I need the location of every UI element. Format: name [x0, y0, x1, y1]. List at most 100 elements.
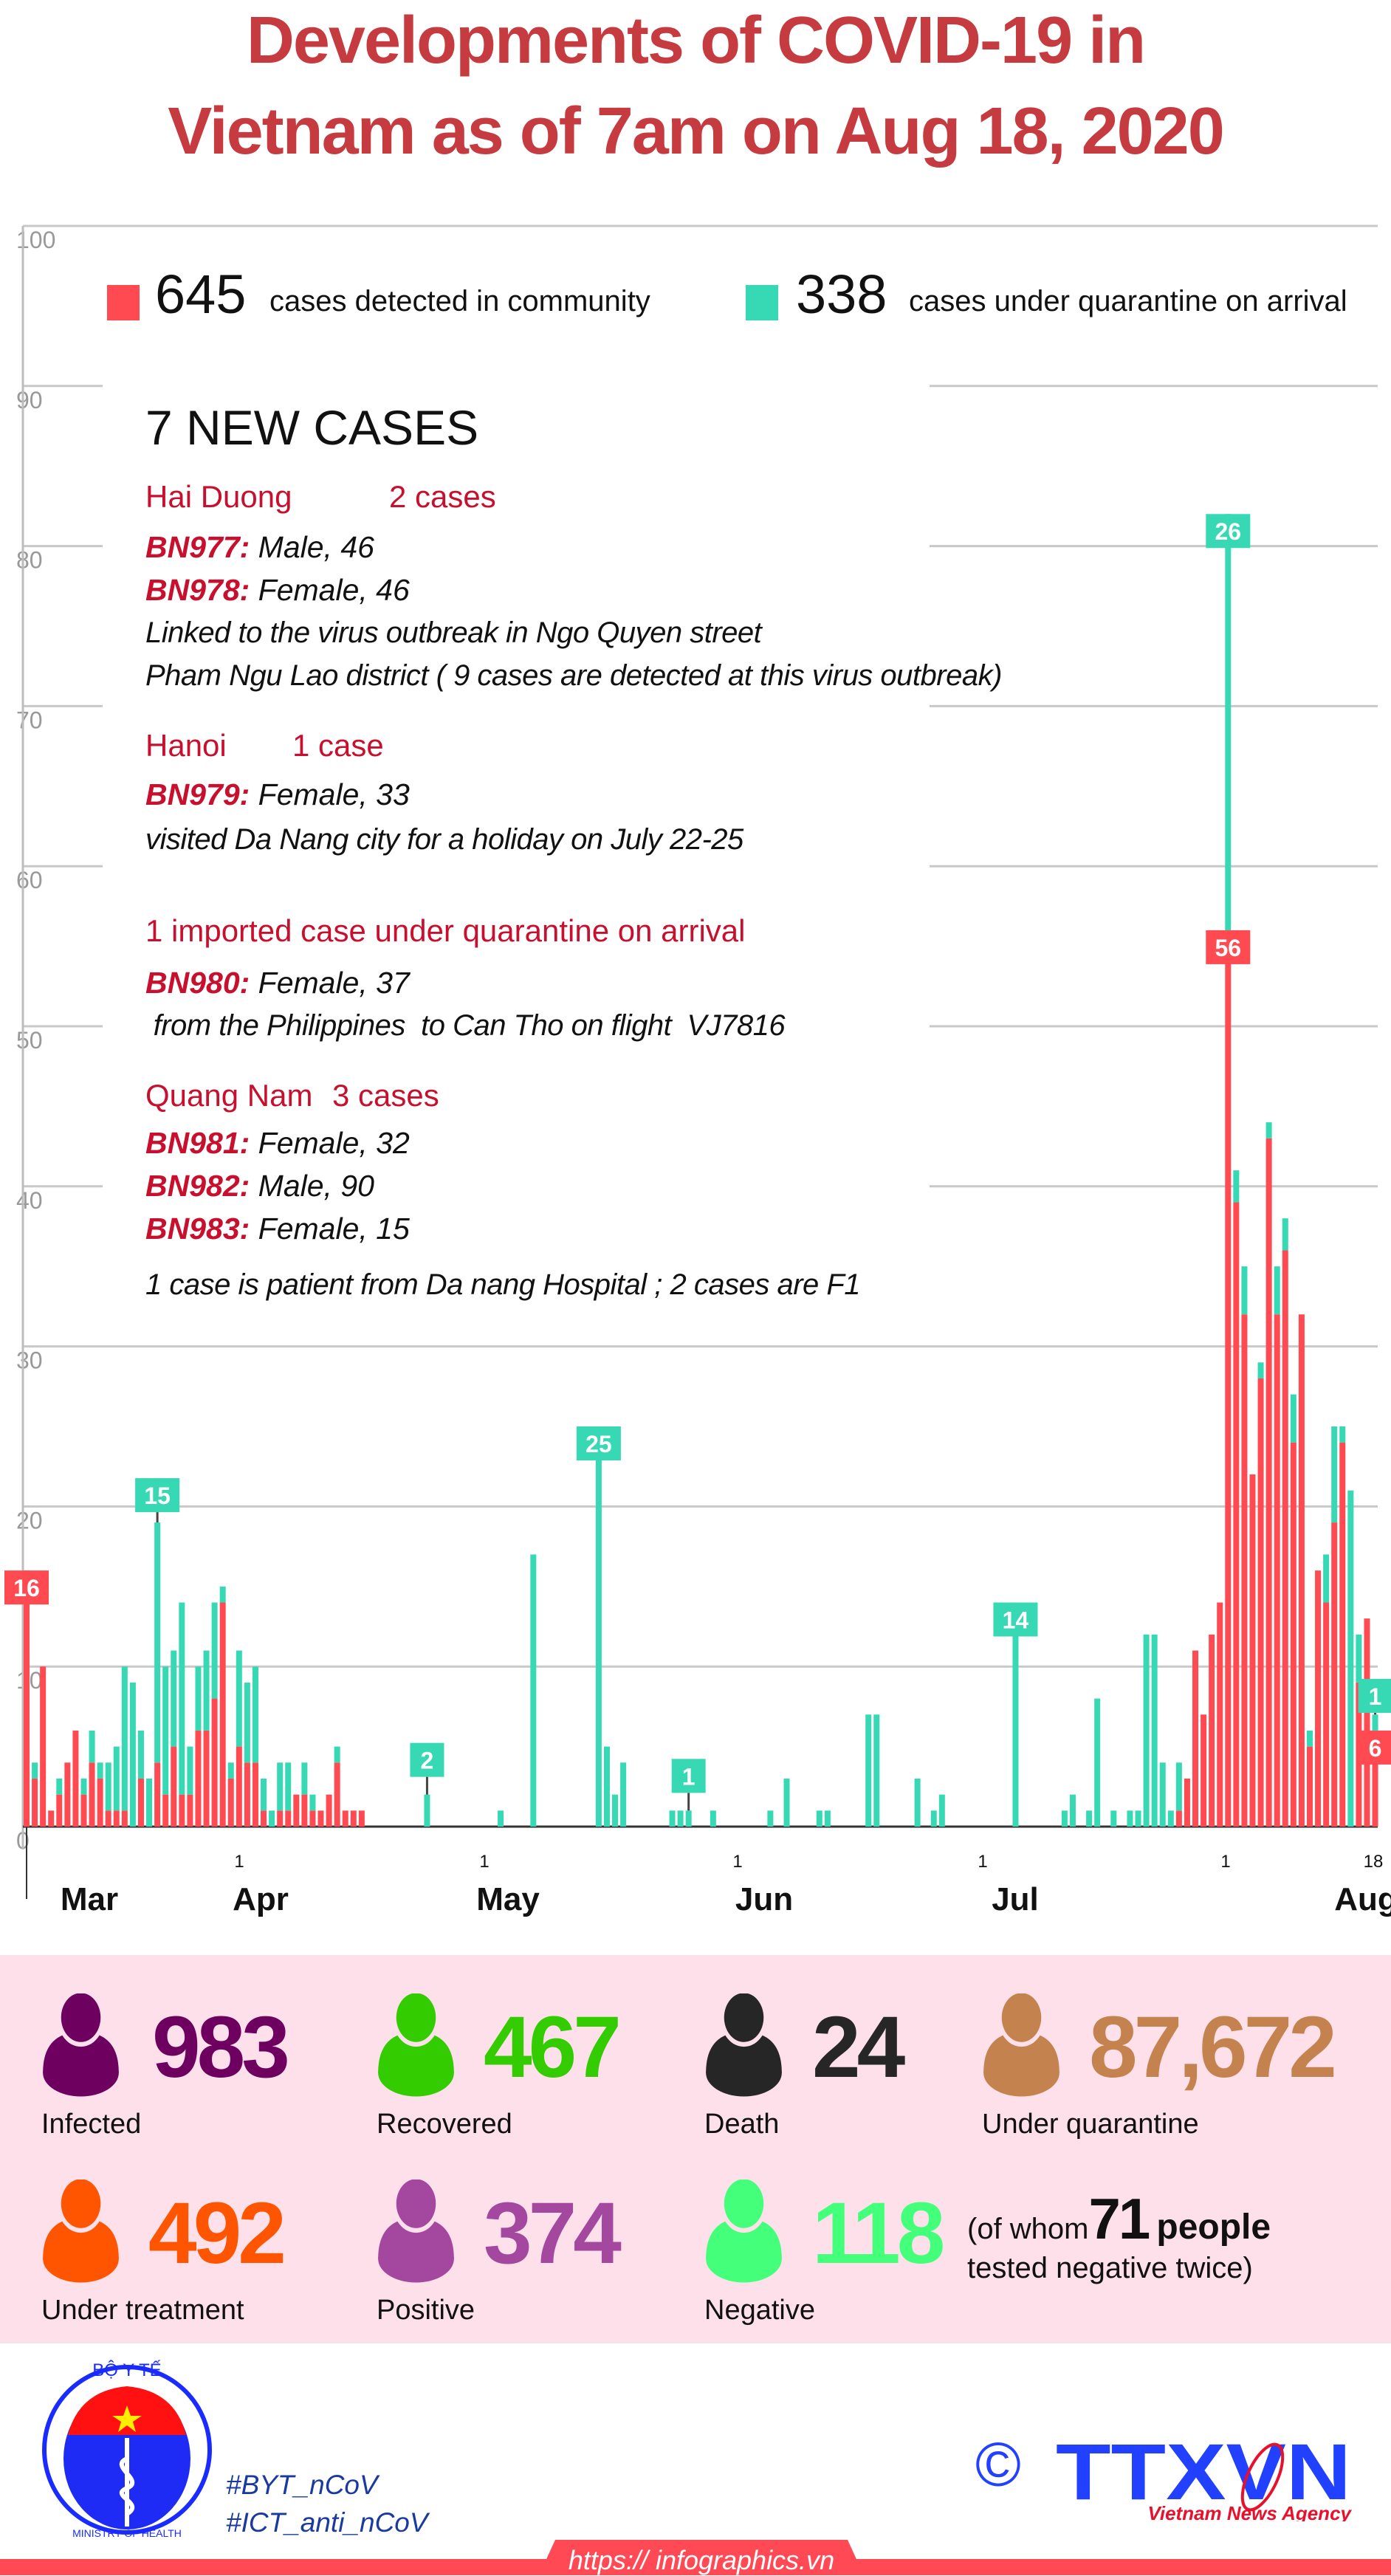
data-label-community-2020-08-18: 6 [1358, 1730, 1391, 1765]
svg-text:16: 16 [13, 1575, 40, 1601]
x-tick-jul-1: 1 [978, 1852, 988, 1872]
bar-community-2020-03-22 [154, 1762, 161, 1827]
stats-panel [0, 1955, 1391, 2343]
bar-quarantine-2020-07-21 [1143, 1634, 1150, 1827]
stat-recovered-label: Recovered [377, 2109, 512, 2140]
bar-quarantine-2020-07-11 [1061, 1810, 1068, 1827]
region-hanoi: Hanoi [145, 728, 227, 763]
data-label-quarantine-2020-07-31: 26 [1206, 514, 1251, 549]
bar-community-2020-07-25 [1175, 1810, 1182, 1827]
bar-community-2020-04-13 [334, 1762, 340, 1827]
bar-community-2020-03-29 [211, 1698, 218, 1827]
bar-quarantine-2020-03-13 [80, 1778, 87, 1795]
month-label-may: May [476, 1881, 540, 1917]
bar-community-2020-04-16 [358, 1810, 365, 1827]
bar-quarantine-2020-05-07 [530, 1554, 537, 1827]
ministry-of-health-logo: BỘ Y TẾ MINISTRY OF HEALTH [42, 2360, 212, 2539]
bar-quarantine-2020-05-15 [595, 1426, 602, 1827]
bar-community-2020-04-03 [252, 1762, 258, 1827]
bar-community-2020-03-31 [227, 1778, 234, 1827]
data-label-quarantine-2020-03-22: 15 [135, 1478, 180, 1523]
bar-community-2020-07-27 [1192, 1650, 1199, 1827]
bar-community-2020-03-24 [171, 1746, 177, 1827]
stat-infected-value: 983 [152, 1999, 290, 2096]
bar-quarantine-2020-08-01 [1233, 1170, 1240, 1203]
bar-quarantine-2020-05-17 [612, 1794, 619, 1827]
bar-community-2020-03-15 [97, 1778, 103, 1827]
svg-text:15: 15 [144, 1483, 171, 1509]
bar-community-2020-03-30 [219, 1602, 226, 1827]
svg-text:2: 2 [421, 1748, 434, 1774]
bar-quarantine-2020-03-21 [146, 1778, 153, 1827]
month-label-jun: Jun [735, 1881, 794, 1917]
new-cases-panel [103, 380, 930, 1322]
hashtag-byt: #BYT_nCoV [226, 2470, 378, 2500]
patient-bn979: BN979: Female, 33 [145, 777, 410, 811]
person-icon [706, 2180, 782, 2283]
bar-community-2020-08-12 [1323, 1602, 1330, 1827]
patient-bn981: BN981: Female, 32 [145, 1126, 410, 1160]
legend-community-count: 645 [155, 264, 247, 325]
bar-quarantine-2020-03-28 [203, 1650, 210, 1731]
bar-community-2020-03-27 [195, 1730, 202, 1827]
bar-quarantine-2020-07-25 [1175, 1762, 1182, 1811]
bar-quarantine-2020-04-04 [261, 1778, 267, 1811]
legend-swatch-community [107, 285, 140, 320]
bar-quarantine-2020-07-24 [1167, 1810, 1174, 1827]
svg-text:26: 26 [1215, 518, 1241, 545]
person-icon [378, 1993, 454, 2097]
bar-community-2020-04-09 [301, 1794, 308, 1827]
bar-quarantine-2020-06-12 [824, 1810, 831, 1827]
bar-community-2020-03-06 [24, 1570, 30, 1827]
page-title-line-1: Developments of COVID-19 in [246, 4, 1146, 78]
bar-quarantine-2020-04-03 [252, 1666, 258, 1763]
stat-under-quarantine-value: 87,672 [1089, 1999, 1337, 2096]
stat-positive-label: Positive [377, 2295, 475, 2326]
bar-quarantine-2020-07-31 [1225, 514, 1232, 930]
y-tick-label-90: 90 [16, 387, 43, 413]
bar-quarantine-2020-08-10 [1306, 1730, 1313, 1747]
bar-community-2020-04-08 [293, 1794, 300, 1827]
bar-quarantine-2020-05-29 [710, 1810, 716, 1827]
bar-community-2020-08-18 [1372, 1730, 1378, 1827]
bar-quarantine-2020-03-29 [211, 1602, 218, 1699]
patient-bn977: BN977: Male, 46 [145, 530, 374, 564]
legend-swatch-quarantine [746, 285, 778, 320]
data-label-community-2020-03-06: 16 [4, 1570, 49, 1605]
x-tick-may-1: 1 [479, 1852, 490, 1872]
bar-quarantine-2020-03-23 [162, 1666, 169, 1795]
legend-quarantine-count: 338 [796, 264, 887, 325]
month-label-jul: Jul [992, 1881, 1039, 1917]
bar-quarantine-2020-08-16 [1356, 1634, 1362, 1683]
bar-community-2020-03-20 [137, 1778, 144, 1827]
patient-bn978: BN978: Female, 46 [145, 573, 410, 607]
bar-quarantine-2020-03-27 [195, 1666, 202, 1731]
negative-note-line-1: (of whom71 people [967, 2186, 1271, 2251]
bar-community-2020-07-26 [1184, 1778, 1190, 1827]
bar-quarantine-2020-06-07 [783, 1778, 790, 1827]
bar-quarantine-2020-06-17 [865, 1714, 872, 1827]
data-label-quarantine-2020-05-26: 1 [671, 1759, 706, 1811]
bar-community-2020-03-18 [121, 1810, 128, 1827]
stat-recovered-value: 467 [484, 1999, 622, 2096]
svg-text:1: 1 [682, 1763, 696, 1790]
bar-community-2020-08-04 [1257, 1378, 1264, 1827]
bar-community-2020-04-02 [244, 1762, 250, 1827]
bar-quarantine-2020-03-19 [129, 1682, 136, 1827]
bar-quarantine-2020-08-14 [1339, 1426, 1346, 1443]
data-label-quarantine-2020-04-24: 2 [410, 1742, 444, 1795]
bar-community-2020-08-17 [1364, 1618, 1370, 1827]
bar-quarantine-2020-05-16 [603, 1746, 610, 1827]
bar-quarantine-2020-08-18 [1372, 1714, 1378, 1731]
data-label-quarantine-2020-05-15: 25 [576, 1426, 621, 1460]
bar-quarantine-2020-03-15 [97, 1762, 103, 1779]
bar-community-2020-03-09 [48, 1810, 55, 1827]
svg-text:1: 1 [1369, 1683, 1382, 1710]
bar-quarantine-2020-08-07 [1282, 1218, 1288, 1251]
bar-quarantine-2020-06-25 [930, 1810, 937, 1827]
negative-twice-count: 71 [1088, 2186, 1151, 2251]
bar-community-2020-04-15 [350, 1810, 357, 1827]
copyright-icon: © [975, 2430, 1021, 2499]
footer-url-link[interactable]: https:// infographics.vn [568, 2545, 835, 2575]
person-icon [706, 1993, 782, 2097]
